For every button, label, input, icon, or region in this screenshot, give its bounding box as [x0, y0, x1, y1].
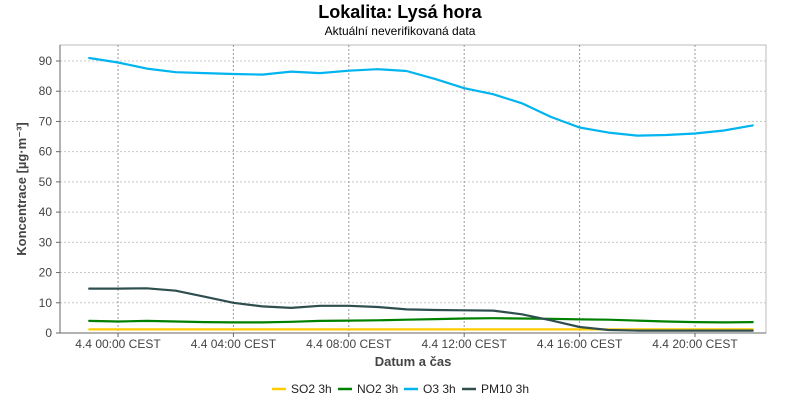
y-tick-label: 60: [39, 145, 53, 159]
y-tick-label: 40: [39, 205, 53, 219]
y-tick-label: 0: [45, 326, 52, 340]
y-tick-label: 10: [39, 296, 53, 310]
legend-label: SO2 3h: [291, 382, 332, 396]
y-tick-label: 80: [39, 84, 53, 98]
legend: SO2 3h NO2 3h O3 3h PM10 3h: [272, 382, 529, 396]
plot-area: [59, 44, 767, 334]
series-line-o3: [88, 56, 754, 137]
chart-title: Lokalita: Lysá hora: [318, 2, 482, 22]
series-lines: [88, 56, 754, 332]
legend-label: NO2 3h: [357, 382, 398, 396]
grid-lines: [60, 45, 766, 333]
chart-subtitle: Aktuální neverifikovaná data: [325, 24, 476, 38]
y-axis-ticks: 0 10 20 30 40 50 60 70 80 90: [39, 54, 60, 340]
y-tick-label: 90: [39, 54, 53, 68]
y-tick-label: 70: [39, 114, 53, 128]
x-tick-label: 4.4 08:00 CEST: [306, 337, 392, 351]
y-tick-label: 50: [39, 175, 53, 189]
legend-label: PM10 3h: [481, 382, 529, 396]
x-tick-label: 4.4 20:00 CEST: [652, 337, 738, 351]
x-axis-label: Datum a čas: [375, 354, 452, 369]
x-tick-label: 4.4 16:00 CEST: [537, 337, 623, 351]
legend-label: O3 3h: [423, 382, 456, 396]
x-tick-label: 4.4 00:00 CEST: [75, 337, 161, 351]
x-tick-label: 4.4 04:00 CEST: [191, 337, 277, 351]
y-axis-label: Koncentrace [µg·m⁻³]: [14, 122, 29, 256]
y-tick-label: 20: [39, 266, 53, 280]
series-line-no2: [88, 317, 754, 324]
x-axis-ticks: 4.4 00:00 CEST 4.4 04:00 CEST 4.4 08:00 CE…: [75, 333, 738, 351]
series-line-pm10: [88, 287, 754, 332]
y-tick-label: 30: [39, 235, 53, 249]
x-tick-label: 4.4 12:00 CEST: [422, 337, 508, 351]
